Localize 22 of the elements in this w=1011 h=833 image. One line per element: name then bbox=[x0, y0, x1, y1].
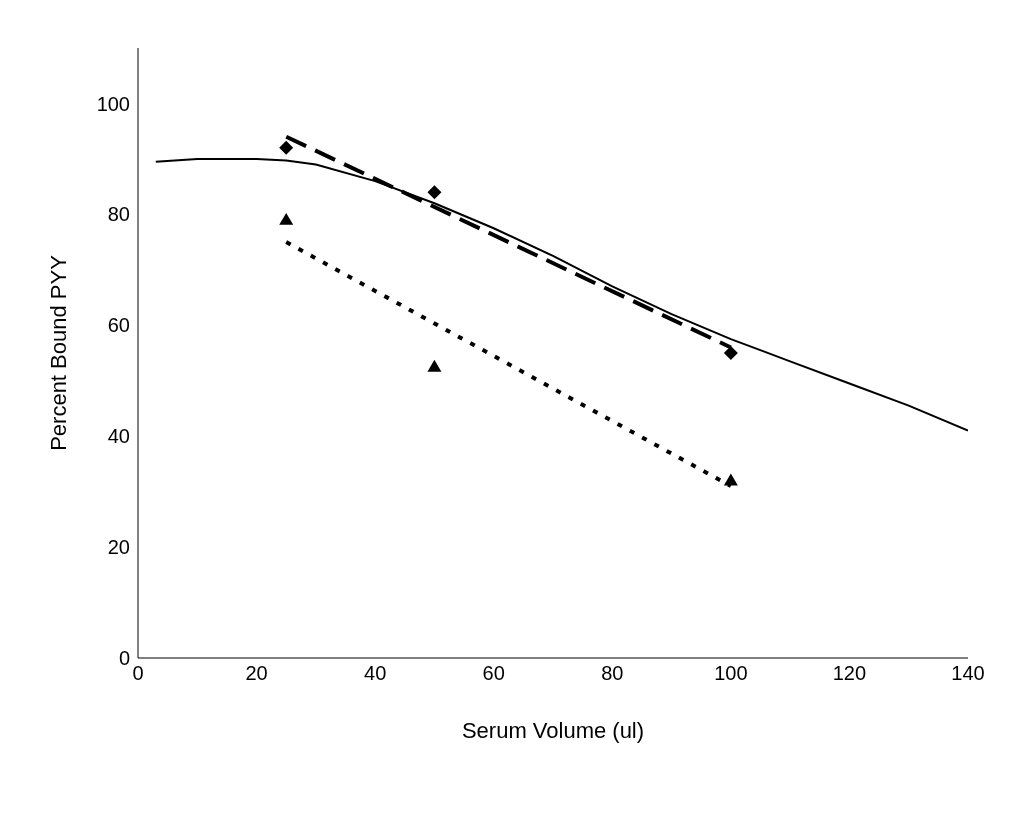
point bbox=[723, 473, 738, 486]
y-tick-label: 100 bbox=[96, 92, 130, 115]
point bbox=[427, 359, 442, 372]
x-tick-label: 80 bbox=[601, 662, 624, 685]
point bbox=[723, 346, 738, 360]
point bbox=[279, 140, 294, 155]
point bbox=[427, 185, 442, 200]
x-tick-label: 100 bbox=[714, 662, 748, 685]
y-axis-title: Percent Bound PYY bbox=[45, 254, 71, 451]
x-tick-label: 60 bbox=[482, 662, 505, 685]
x-tick-label: 20 bbox=[245, 662, 268, 685]
y-tick-label: 40 bbox=[107, 425, 130, 448]
x-axis-title: Serum Volume (ul) bbox=[461, 718, 645, 743]
x-tick-label: 140 bbox=[951, 662, 985, 685]
x-tick-label: 120 bbox=[832, 662, 867, 685]
y-tick-label: 60 bbox=[107, 314, 130, 337]
point bbox=[279, 212, 294, 225]
x-tick-label: 40 bbox=[364, 662, 387, 685]
x-tick-label: 0 bbox=[132, 662, 144, 685]
y-tick-label: 80 bbox=[107, 203, 130, 226]
y-tick-label: 0 bbox=[118, 647, 130, 670]
y-tick-label: 20 bbox=[107, 536, 130, 559]
